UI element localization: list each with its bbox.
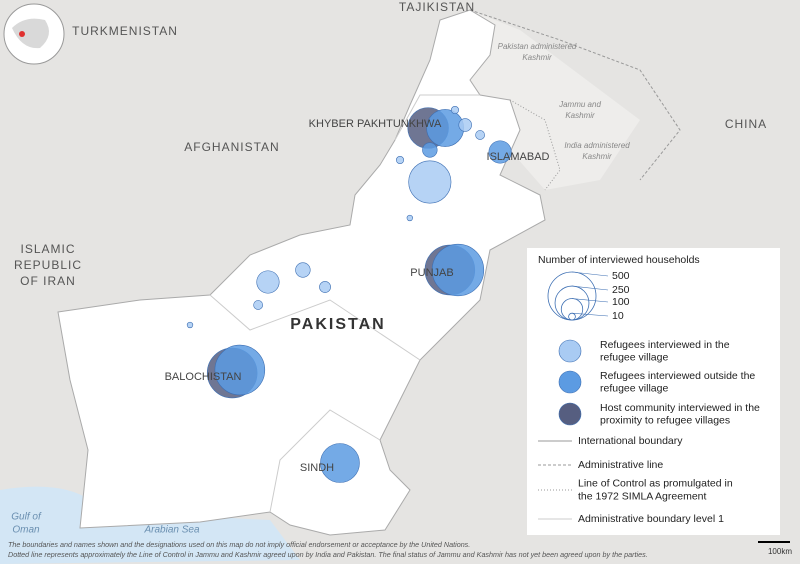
legend-line-label: Administrative line <box>578 459 663 471</box>
sea-label: Arabian Sea <box>143 525 199 536</box>
line-of-control <box>509 99 561 191</box>
bubble <box>431 243 485 297</box>
legend-line-label: the 1972 SIMLA Agreement <box>578 490 707 502</box>
bubble <box>422 142 438 158</box>
sea <box>0 486 300 564</box>
country-label: TAJIKISTAN <box>399 0 475 14</box>
area-label: Kashmir <box>582 152 612 161</box>
country-main-label: PAKISTAN <box>290 316 385 333</box>
legend-swatch <box>558 402 582 426</box>
bubble <box>458 118 472 132</box>
bubble <box>396 155 405 165</box>
legend-line-label: International boundary <box>578 435 683 447</box>
country-label: CHINA <box>725 117 767 131</box>
legend-line-label: Administrative boundary level 1 <box>578 513 724 525</box>
legend-label: refugee village <box>600 382 668 394</box>
legend-title: Number of interviewed households <box>538 254 700 266</box>
globe-land <box>12 18 49 49</box>
bubble <box>319 281 331 293</box>
admin-boundary <box>209 294 421 361</box>
bubble <box>408 160 452 204</box>
area-label: Pakistan administered <box>498 42 577 51</box>
bubble <box>186 321 194 329</box>
legend-leader <box>571 271 609 277</box>
area-label: Kashmir <box>522 53 552 62</box>
bubble <box>253 300 264 310</box>
legend-label: refugee village <box>600 351 668 363</box>
country-label: OF IRAN <box>20 274 76 288</box>
sea-label: Oman <box>12 525 40 536</box>
legend-leader <box>571 285 609 291</box>
legend-label: Refugees interviewed in the <box>600 339 730 351</box>
disclaimer: Dotted line represents approximately the… <box>8 550 648 559</box>
country-label: ISLAMIC <box>20 242 75 256</box>
legend-swatch <box>558 370 582 394</box>
bubble <box>488 140 512 164</box>
admin-line <box>469 9 681 181</box>
bubble <box>320 443 360 483</box>
legend-size-label: 500 <box>612 270 630 282</box>
bubble <box>214 344 266 396</box>
region-label: PUNJAB <box>410 267 453 279</box>
area-label: India administered <box>564 141 630 150</box>
scale-bar-label: 100km <box>768 547 792 556</box>
bubble <box>256 270 280 294</box>
legend-size-label: 10 <box>612 310 624 322</box>
disclaimer: The boundaries and names shown and the d… <box>8 540 470 549</box>
bubble <box>475 130 485 140</box>
admin-boundary <box>394 94 480 141</box>
country-label: REPUBLIC <box>14 258 82 272</box>
legend-line-label: Line of Control as promulgated in <box>578 477 733 489</box>
bubble <box>406 214 413 222</box>
country-label: AFGHANISTAN <box>184 140 279 154</box>
sea-label: Gulf of <box>11 512 42 523</box>
admin-boundary <box>269 409 381 513</box>
legend-label: proximity to refugee villages <box>600 414 730 426</box>
area-label: Jammu and <box>558 100 601 109</box>
globe-marker <box>19 31 25 37</box>
legend-leader <box>571 312 609 317</box>
legend-swatch <box>558 339 582 363</box>
legend-label: Host community interviewed in the <box>600 402 760 414</box>
country-label: TURKMENISTAN <box>72 24 178 38</box>
bubble <box>450 105 459 115</box>
region-label: KHYBER PAKHTUNKHWA <box>309 118 442 130</box>
region-label: BALOCHISTAN <box>165 371 242 383</box>
region-label: ISLAMABAD <box>487 151 550 163</box>
legend-size-label: 100 <box>612 296 630 308</box>
legend-label: Refugees interviewed outside the <box>600 370 755 382</box>
legend-leader <box>571 298 609 303</box>
region-label: SINDH <box>300 462 334 474</box>
legend-size-label: 250 <box>612 284 630 296</box>
bubble <box>295 262 311 278</box>
area-label: Kashmir <box>565 111 595 120</box>
